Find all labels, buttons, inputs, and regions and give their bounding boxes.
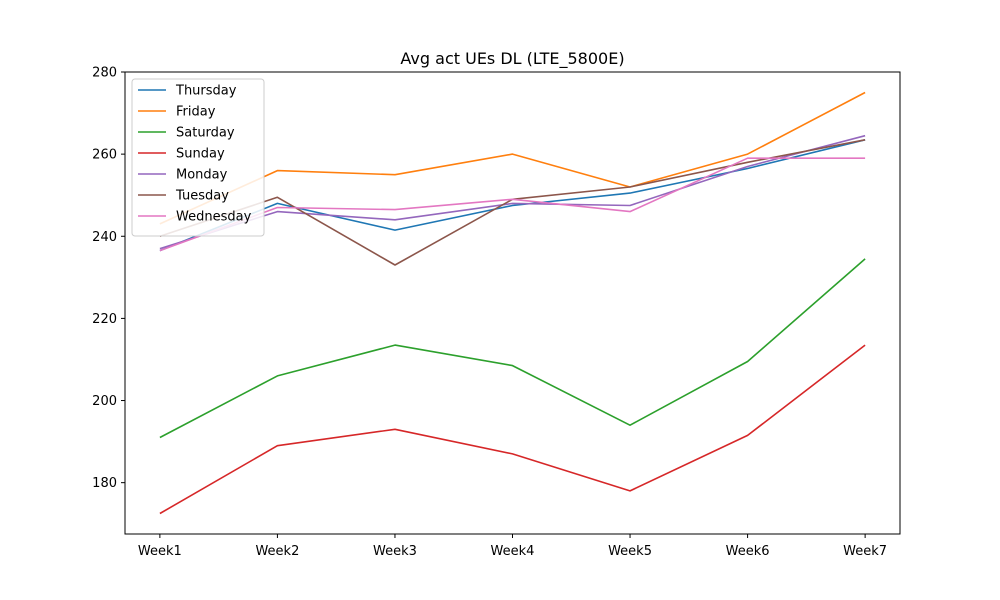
y-tick-label: 240 bbox=[92, 230, 117, 245]
x-tick-label: Week3 bbox=[373, 544, 417, 559]
x-tick-label: Week6 bbox=[726, 544, 770, 559]
y-tick-label: 180 bbox=[92, 476, 117, 491]
series-line-friday bbox=[159, 91, 866, 225]
x-axis: Week1 Week2 Week3 Week4 Week5 Week6 Week7 bbox=[138, 534, 887, 559]
y-tick-label: 220 bbox=[92, 312, 117, 327]
x-tick-label: Week2 bbox=[255, 544, 299, 559]
legend-label: Tuesday bbox=[175, 189, 229, 204]
series-line-thursday bbox=[159, 139, 866, 252]
x-tick-label: Week5 bbox=[608, 544, 652, 559]
legend-label: Sunday bbox=[176, 147, 225, 162]
chart-title: Avg act UEs DL (LTE_5800E) bbox=[400, 49, 624, 69]
y-tick-label: 200 bbox=[92, 394, 117, 409]
y-tick-label: 260 bbox=[92, 148, 117, 163]
y-tick-label: 280 bbox=[92, 66, 117, 81]
x-tick-label: Week7 bbox=[843, 544, 887, 559]
series-line-saturday bbox=[159, 258, 866, 439]
x-tick-label: Week4 bbox=[491, 544, 535, 559]
series-layer bbox=[159, 91, 866, 515]
legend-label: Saturday bbox=[176, 126, 235, 141]
legend-label: Friday bbox=[176, 105, 216, 120]
series-line-wednesday bbox=[159, 157, 866, 252]
legend-label: Monday bbox=[176, 168, 228, 183]
series-line-sunday bbox=[159, 344, 866, 515]
legend-label: Thursday bbox=[175, 84, 237, 99]
series-line-monday bbox=[159, 134, 866, 250]
legend-box bbox=[131, 78, 265, 237]
y-axis: 180 200 220 240 260 280 bbox=[92, 66, 125, 491]
legend-label: Wednesday bbox=[176, 210, 252, 225]
legend: Thursday Friday Saturday Sunday Monday Tuesda… bbox=[131, 78, 265, 237]
x-tick-label: Week1 bbox=[138, 544, 182, 559]
